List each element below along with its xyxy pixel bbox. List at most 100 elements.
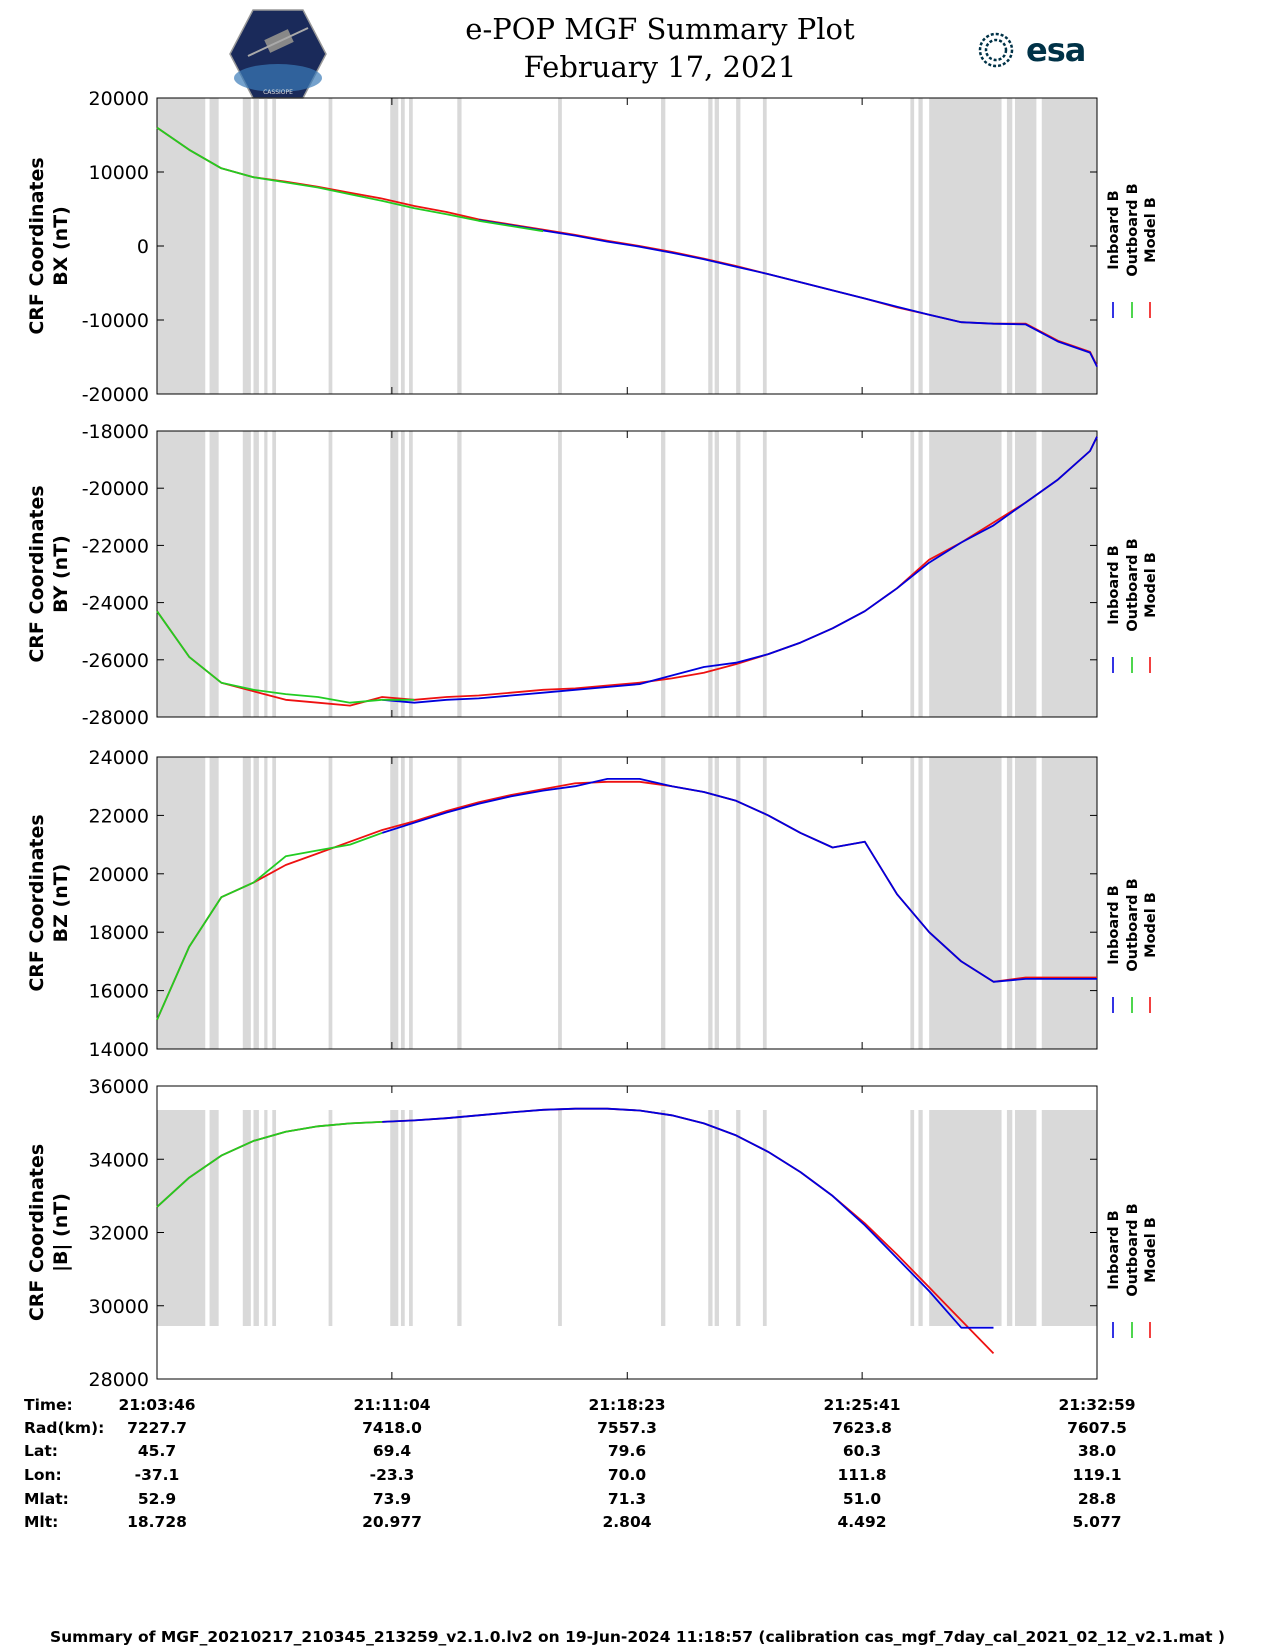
table-cell: 73.9 bbox=[372, 1490, 412, 1508]
data-gap-shading bbox=[910, 98, 915, 394]
data-gap-shading bbox=[762, 98, 767, 394]
y-tick-label: 18000 bbox=[89, 922, 149, 944]
legend-label: Outboard B bbox=[1125, 878, 1141, 971]
y-tick-label: -10000 bbox=[82, 310, 149, 332]
data-gap-shading bbox=[253, 757, 259, 1049]
table-cell: 21:25:41 bbox=[823, 1396, 901, 1414]
table-row-label: Lat: bbox=[24, 1442, 58, 1460]
table-row-label: Rad(km): bbox=[24, 1419, 105, 1437]
data-gap-shading bbox=[558, 1110, 562, 1326]
data-gap-shading bbox=[1014, 1110, 1037, 1326]
data-gap-shading bbox=[1014, 98, 1037, 394]
y-tick-label: 36000 bbox=[89, 1076, 149, 1098]
table-cell: 5.077 bbox=[1072, 1513, 1122, 1531]
table-cell: 2.804 bbox=[602, 1513, 652, 1531]
data-gap-shading bbox=[242, 98, 251, 394]
data-gap-shading bbox=[1041, 98, 1097, 394]
esa-logo bbox=[978, 32, 1014, 68]
data-gap-shading bbox=[328, 1110, 333, 1326]
data-gap-shading bbox=[1006, 98, 1013, 394]
y-axis-label: CRF Coordinates bbox=[26, 485, 48, 662]
y-tick-label: 28000 bbox=[89, 1369, 149, 1391]
data-gap-shading bbox=[457, 1110, 462, 1326]
series-line-outboard-b bbox=[156, 832, 383, 1021]
data-gap-shading bbox=[661, 757, 666, 1049]
data-gap-shading bbox=[157, 1110, 206, 1326]
table-cell: 21:11:04 bbox=[353, 1396, 431, 1414]
data-gap-shading bbox=[661, 431, 666, 717]
panel-2: -18000 -20000 -22000 -24000 -26000 -28000 CRF … bbox=[26, 421, 1159, 729]
data-gap-shading bbox=[661, 1110, 666, 1326]
data-gap-shading bbox=[1006, 757, 1013, 1049]
table-cell: 21:03:46 bbox=[118, 1396, 196, 1414]
data-gap-shading bbox=[390, 431, 399, 717]
data-gap-shading bbox=[1041, 757, 1097, 1049]
y-axis-label: BZ (nT) bbox=[50, 864, 72, 943]
data-gap-shading bbox=[929, 431, 1002, 717]
table-cell: 20.977 bbox=[362, 1513, 422, 1531]
data-gap-shading bbox=[209, 431, 219, 717]
data-gap-shading bbox=[558, 757, 562, 1049]
y-axis-label: CRF Coordinates bbox=[26, 814, 48, 991]
data-gap-shading bbox=[264, 757, 268, 1049]
legend-label: Outboard B bbox=[1125, 1203, 1141, 1296]
data-gap-shading bbox=[708, 757, 713, 1049]
data-gap-shading bbox=[272, 98, 277, 394]
chart-title-line1: e-POP MGF Summary Plot bbox=[465, 12, 855, 46]
y-tick-label: -18000 bbox=[82, 421, 149, 443]
data-gap-shading bbox=[929, 98, 1002, 394]
data-gap-shading bbox=[762, 1110, 767, 1326]
data-gap-shading bbox=[390, 98, 399, 394]
data-gap-shading bbox=[714, 431, 719, 717]
y-tick-label: 20000 bbox=[89, 88, 149, 110]
table-cell: 45.7 bbox=[137, 1442, 177, 1460]
table-cell: 69.4 bbox=[372, 1442, 412, 1460]
data-gap-shading bbox=[457, 757, 462, 1049]
legend-label: Inboard B bbox=[1106, 1210, 1122, 1289]
data-gap-shading bbox=[918, 757, 923, 1049]
data-gap-shading bbox=[328, 757, 333, 1049]
legend-label: Inboard B bbox=[1106, 545, 1122, 624]
y-tick-label: 16000 bbox=[89, 981, 149, 1003]
legend-label: Model B bbox=[1143, 552, 1159, 618]
data-gap-shading bbox=[910, 757, 915, 1049]
data-gap-shading bbox=[736, 98, 741, 394]
table-row-label: Time: bbox=[24, 1396, 73, 1414]
data-gap-shading bbox=[264, 98, 268, 394]
data-gap-shading bbox=[1006, 1110, 1013, 1326]
legend-label: Model B bbox=[1143, 892, 1159, 958]
table-row-label: Mlt: bbox=[24, 1513, 59, 1531]
table-cell: 28.8 bbox=[1077, 1490, 1117, 1508]
data-gap-shading bbox=[409, 1110, 413, 1326]
table-cell: 4.492 bbox=[837, 1513, 887, 1531]
data-gap-shading bbox=[157, 98, 206, 394]
table-cell: 7557.3 bbox=[597, 1419, 657, 1437]
data-gap-shading bbox=[328, 98, 333, 394]
table-cell: -23.3 bbox=[369, 1466, 415, 1484]
series-line-outboard-b bbox=[156, 126, 544, 233]
data-gap-shading bbox=[272, 757, 277, 1049]
table-cell: 7607.5 bbox=[1067, 1419, 1127, 1437]
y-axis-label: CRF Coordinates bbox=[26, 1144, 48, 1321]
data-gap-shading bbox=[209, 1110, 219, 1326]
data-gap-shading bbox=[390, 757, 399, 1049]
table-cell: 70.0 bbox=[607, 1466, 647, 1484]
data-gap-shading bbox=[708, 431, 713, 717]
data-gap-shading bbox=[272, 1110, 277, 1326]
y-tick-label: 30000 bbox=[89, 1296, 149, 1318]
table-cell: 79.6 bbox=[607, 1442, 647, 1460]
data-gap-shading bbox=[253, 1110, 259, 1326]
data-gap-shading bbox=[708, 1110, 713, 1326]
data-gap-shading bbox=[400, 757, 405, 1049]
y-tick-label: 22000 bbox=[89, 805, 149, 827]
data-gap-shading bbox=[209, 757, 219, 1049]
data-gap-shading bbox=[736, 431, 741, 717]
table-cell: 7227.7 bbox=[127, 1419, 187, 1437]
data-gap-shading bbox=[1041, 431, 1097, 717]
legend-label: Model B bbox=[1143, 1217, 1159, 1283]
table-row-label: Lon: bbox=[24, 1466, 62, 1484]
table-cell: 21:18:23 bbox=[588, 1396, 666, 1414]
table-cell: 7418.0 bbox=[362, 1419, 422, 1437]
data-gap-shading bbox=[714, 1110, 719, 1326]
data-gap-shading bbox=[409, 98, 413, 394]
